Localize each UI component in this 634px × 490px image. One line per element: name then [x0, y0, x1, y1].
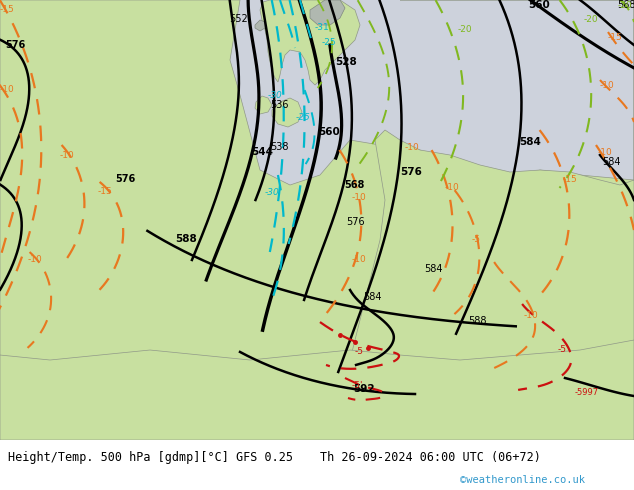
Text: 576: 576: [115, 174, 135, 184]
Text: -5: -5: [558, 345, 567, 354]
Text: -10: -10: [0, 85, 15, 94]
Text: 568: 568: [617, 0, 634, 10]
Text: -25: -25: [322, 38, 337, 47]
Text: 584: 584: [602, 157, 621, 167]
Text: -5: -5: [355, 347, 364, 356]
Text: 528: 528: [335, 57, 357, 67]
Text: -25: -25: [296, 113, 311, 122]
Text: -10: -10: [352, 193, 366, 202]
Text: -30': -30': [265, 188, 282, 197]
Text: 588: 588: [468, 316, 486, 326]
Text: 568: 568: [344, 180, 365, 190]
Text: -15: -15: [608, 33, 623, 42]
Text: -10: -10: [445, 183, 460, 192]
Polygon shape: [260, 0, 360, 85]
Text: 584: 584: [363, 292, 382, 302]
Text: 576: 576: [400, 167, 422, 177]
Text: ©weatheronline.co.uk: ©weatheronline.co.uk: [460, 475, 585, 485]
Text: -15: -15: [563, 175, 578, 184]
Text: -10: -10: [524, 311, 539, 320]
Text: 588: 588: [175, 234, 197, 244]
Text: -15: -15: [98, 187, 113, 196]
Text: -15: -15: [0, 5, 15, 14]
Text: 560: 560: [528, 0, 550, 10]
Text: 552: 552: [229, 14, 248, 24]
Text: -10: -10: [600, 81, 615, 90]
Text: 538: 538: [270, 142, 288, 152]
Text: 576: 576: [346, 217, 365, 227]
Text: -5: -5: [472, 235, 481, 244]
Text: -5997: -5997: [575, 388, 599, 397]
Text: Height/Temp. 500 hPa [gdmp][°C] GFS 0.25: Height/Temp. 500 hPa [gdmp][°C] GFS 0.25: [8, 450, 293, 464]
Polygon shape: [272, 98, 302, 127]
Polygon shape: [255, 20, 265, 31]
Text: -20: -20: [584, 15, 598, 24]
Text: 560: 560: [318, 127, 340, 137]
Text: 576: 576: [5, 40, 25, 50]
Text: -10: -10: [405, 143, 420, 152]
Text: -31: -31: [315, 23, 330, 32]
Text: -30: -30: [268, 91, 283, 100]
Polygon shape: [350, 0, 634, 440]
Text: -10: -10: [352, 255, 366, 264]
Text: -10: -10: [60, 151, 75, 160]
Polygon shape: [310, 0, 345, 25]
Text: -20: -20: [458, 25, 472, 34]
Text: 544: 544: [251, 147, 273, 157]
Text: -10: -10: [28, 255, 42, 264]
Polygon shape: [0, 340, 634, 440]
Text: -20: -20: [618, 1, 633, 10]
Text: 584: 584: [519, 137, 541, 147]
Text: -10: -10: [598, 148, 612, 157]
Text: Th 26-09-2024 06:00 UTC (06+72): Th 26-09-2024 06:00 UTC (06+72): [320, 450, 541, 464]
Text: 536: 536: [270, 100, 288, 110]
Polygon shape: [255, 96, 272, 114]
Text: 584: 584: [424, 264, 443, 274]
Text: -5': -5': [352, 381, 363, 390]
Text: 592: 592: [353, 384, 375, 394]
Polygon shape: [0, 0, 634, 440]
